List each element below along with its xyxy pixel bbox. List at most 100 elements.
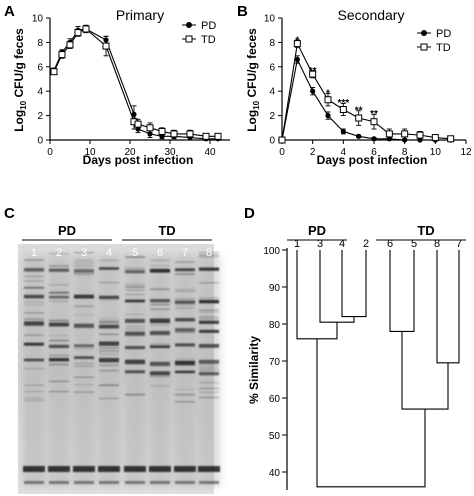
gel-band [175,401,195,403]
gel-band [24,304,44,306]
y-tick-label: 6 [269,62,275,73]
gel-band [49,284,69,286]
gel-band [150,321,170,323]
gel-band [99,326,119,328]
significance-label: ** [355,106,363,117]
data-point-td [339,106,347,113]
gel-band [24,481,44,484]
x-tick-label: 30 [164,147,176,158]
gel-band [99,397,119,400]
dendrogram: PD TD % Similarity 40 50 60 70 80 90 100 1 3 4 2 6… [247,223,466,490]
y-tick-label: 90 [269,283,281,294]
data-point-td [158,127,166,135]
data-point-td [416,131,424,139]
lane-label: 2 [56,247,62,259]
gel-band [199,299,219,304]
gel-band [199,369,219,371]
group-label-pd: PD [308,223,326,238]
x-tick-label: 4 [341,147,347,158]
gel-band [24,275,44,277]
gel-band [125,267,145,269]
gel-band [125,256,145,258]
y-axis-title: Log10 CFU/g feces [12,28,28,132]
gel-band [175,318,195,322]
x-axis-title: Days post infection [317,153,428,167]
gel-band [199,329,219,333]
gel-band [150,371,170,375]
data-point-td [146,124,154,132]
gel-band [49,363,69,365]
gel-band [24,294,44,299]
gel-band [150,288,170,290]
gel-band [24,280,44,282]
data-point-td [293,40,301,48]
gel-band [125,363,145,365]
gel-band [175,273,195,275]
legend-marker-pd [186,22,192,28]
gel-band [99,347,119,349]
leaf-label: 3 [317,238,323,250]
data-point-td [66,41,74,49]
data-point-td [309,70,317,78]
gel-band [125,269,145,274]
gel-lane [124,255,146,487]
x-tick-label: 8 [402,147,408,158]
lane-label: 8 [206,247,212,259]
data-point-td [74,29,82,37]
gel-band [49,319,69,321]
gel-band [74,391,94,393]
lane-label: 4 [106,247,112,259]
x-tick-label: 12 [460,147,472,158]
x-tick-label: 2 [310,147,316,158]
gel-band [74,347,94,350]
leaf-label: 2 [363,238,369,250]
x-axis-title: Days post infection [83,153,194,167]
gel-band [74,314,94,316]
gel-lane [174,255,196,487]
dendrogram-branch [316,338,426,488]
gel-band [175,268,195,272]
lane-label: 5 [132,247,138,259]
gel-band [125,289,145,291]
y-tick-label: 50 [269,431,281,442]
data-point-td [170,130,178,138]
gel-band [175,304,195,307]
y-tick-label: 4 [37,87,43,98]
gel-band [150,345,170,349]
data-point-td [134,120,142,128]
data-point-td [401,130,409,138]
gel-band [150,299,170,303]
data-point-td [385,130,393,138]
data-point-pd [356,133,362,139]
gel-band [175,389,195,391]
gel-band [24,287,44,289]
lane-label: 1 [31,247,37,259]
gel-band [199,252,219,254]
gel-band [74,296,94,298]
y-tick-label: 10 [264,14,276,25]
data-point-td [82,25,90,33]
legend-label-td: TD [436,42,451,54]
y-tick-label: 0 [37,136,43,147]
gel-band [74,272,94,274]
gel-band [73,466,95,472]
y-axis-title: % Similarity [247,336,261,404]
gel-band [24,267,44,272]
data-point-td [370,118,378,126]
y-tick-label: 8 [37,38,43,49]
data-point-pd [294,56,300,63]
gel-band [175,298,195,300]
gel-band [49,364,69,366]
lane-label: 7 [182,247,188,259]
gel-band [74,384,94,386]
dendrogram-branch [319,250,355,323]
significance-label: ** [309,66,317,77]
gel-band [99,353,119,355]
lane-smear [198,255,220,487]
legend: PD TD [182,20,216,46]
gel-band [125,481,145,484]
gel-band [199,309,219,311]
gel-band [49,292,69,294]
y-tick-label: 60 [269,394,281,405]
gel-band [99,295,119,300]
